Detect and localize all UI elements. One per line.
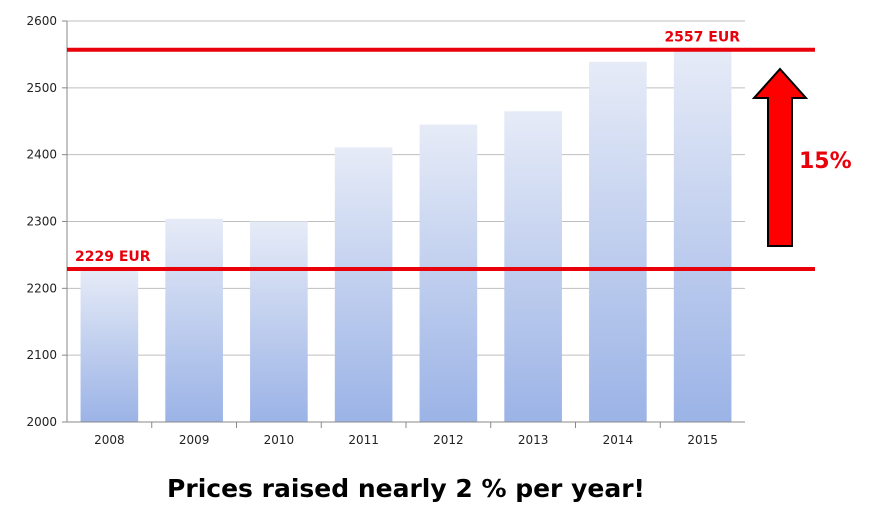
reference-line-label: 2557 EUR: [664, 30, 740, 46]
y-tick-label: 2500: [26, 81, 57, 95]
chart-caption: Prices raised nearly 2 % per year!: [167, 474, 645, 503]
bar-2009: [165, 218, 223, 422]
x-tick-label: 2011: [348, 433, 379, 447]
y-tick-label: 2000: [26, 415, 57, 429]
y-tick-label: 2100: [26, 348, 57, 362]
bar-2010: [250, 221, 308, 422]
axes: 2000 2100 2200 2300 2400 2500 2600 2008 2009 2010…: [26, 14, 745, 447]
reference-lines: 2557 EUR 2229 EUR: [67, 30, 815, 271]
x-tick-label: 2014: [603, 433, 634, 447]
x-tick-label: 2008: [94, 433, 125, 447]
x-tick-label: 2010: [264, 433, 295, 447]
bar-2014: [589, 61, 647, 422]
bar-2012: [419, 124, 478, 422]
reference-line-label: 2229 EUR: [75, 249, 151, 265]
y-tick-label: 2200: [26, 281, 57, 295]
percent-increase-label: 15%: [799, 149, 852, 174]
increase-arrow: 15%: [751, 67, 852, 247]
bars: [80, 49, 732, 422]
bar-2013: [504, 111, 562, 422]
y-tick-label: 2300: [26, 215, 57, 229]
x-tick-label: 2009: [179, 433, 210, 447]
x-tick-label: 2012: [433, 433, 464, 447]
x-tick-label: 2013: [518, 433, 549, 447]
y-tick-label: 2400: [26, 148, 57, 162]
y-tick-label: 2600: [26, 14, 57, 28]
bar-2015: [673, 49, 732, 422]
x-tick-label: 2015: [687, 433, 718, 447]
up-arrow-icon: [751, 67, 809, 247]
bar-2011: [334, 147, 393, 422]
bar-2008: [80, 268, 139, 422]
